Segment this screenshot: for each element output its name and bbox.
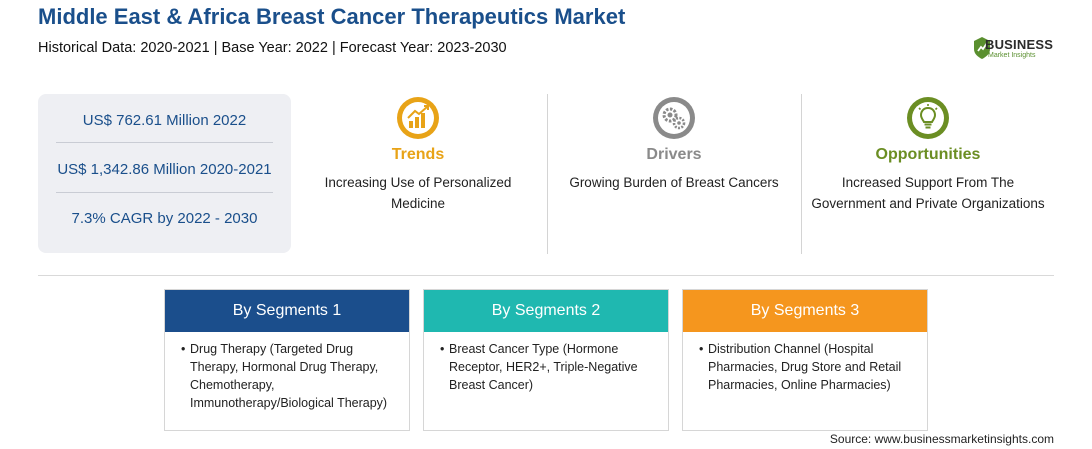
logo-subtext: Market Insights bbox=[988, 52, 1036, 59]
segment-card-1: By Segments 1 Drug Therapy (Targeted Dru… bbox=[164, 289, 410, 431]
opportunities-column: Opportunities Increased Support From The… bbox=[808, 96, 1048, 214]
segment-2-title: By Segments 2 bbox=[424, 290, 668, 332]
page-subtitle: Historical Data: 2020-2021 | Base Year: … bbox=[38, 40, 507, 56]
column-divider bbox=[801, 94, 802, 254]
business-market-insights-logo: BUSINESS Market Insights bbox=[972, 34, 1062, 64]
growth-chart-icon bbox=[397, 97, 439, 139]
drivers-column: Drivers Growing Burden of Breast Cancers bbox=[554, 96, 794, 193]
stat-divider bbox=[56, 142, 273, 143]
segment-1-item: Drug Therapy (Targeted Drug Therapy, Hor… bbox=[181, 340, 403, 412]
stat-historical-size: US$ 1,342.86 Million 2020-2021 bbox=[57, 161, 272, 178]
drivers-heading: Drivers bbox=[646, 146, 702, 163]
logo-word: BUSINESS bbox=[985, 37, 1054, 52]
opportunities-heading: Opportunities bbox=[875, 146, 981, 163]
market-stats-box: US$ 762.61 Million 2022 US$ 1,342.86 Mil… bbox=[38, 94, 291, 253]
trends-text: Increasing Use of Personalized Medicine bbox=[324, 175, 512, 211]
segment-1-title: By Segments 1 bbox=[165, 290, 409, 332]
stat-divider bbox=[56, 192, 273, 193]
stat-cagr: 7.3% CAGR by 2022 - 2030 bbox=[71, 210, 258, 227]
segment-card-2: By Segments 2 Breast Cancer Type (Hormon… bbox=[423, 289, 669, 431]
trends-column: Trends Increasing Use of Personalized Me… bbox=[298, 96, 538, 214]
section-divider bbox=[38, 275, 1054, 276]
lightbulb-icon bbox=[907, 97, 949, 139]
logo-icon bbox=[974, 37, 990, 59]
column-divider bbox=[547, 94, 548, 254]
page-title: Middle East & Africa Breast Cancer Thera… bbox=[38, 4, 626, 29]
stat-market-size-2022: US$ 762.61 Million 2022 bbox=[82, 112, 247, 129]
gears-icon bbox=[653, 97, 695, 139]
drivers-text: Growing Burden of Breast Cancers bbox=[569, 175, 779, 190]
segment-3-title: By Segments 3 bbox=[683, 290, 927, 332]
segment-2-item: Breast Cancer Type (Hormone Receptor, HE… bbox=[440, 340, 662, 394]
segment-3-item: Distribution Channel (Hospital Pharmacie… bbox=[699, 340, 921, 394]
segment-card-3: By Segments 3 Distribution Channel (Hosp… bbox=[682, 289, 928, 431]
trends-heading: Trends bbox=[391, 146, 445, 163]
opportunities-text: Increased Support From The Government an… bbox=[811, 175, 1045, 211]
source-note: Source: www.businessmarketinsights.com bbox=[829, 432, 1054, 446]
